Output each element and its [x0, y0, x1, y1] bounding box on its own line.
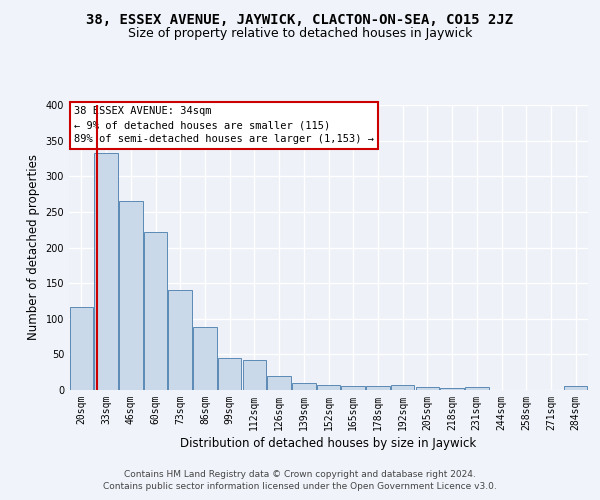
Bar	[94, 154, 118, 390]
Bar	[366, 386, 389, 390]
Bar	[268, 376, 291, 390]
Bar	[341, 386, 365, 390]
Bar	[391, 385, 415, 390]
Bar	[119, 201, 143, 390]
Bar	[317, 385, 340, 390]
Bar	[465, 387, 488, 390]
Bar	[242, 360, 266, 390]
Text: Contains HM Land Registry data © Crown copyright and database right 2024.
Contai: Contains HM Land Registry data © Crown c…	[103, 470, 497, 491]
X-axis label: Distribution of detached houses by size in Jaywick: Distribution of detached houses by size …	[181, 437, 476, 450]
Text: 38, ESSEX AVENUE, JAYWICK, CLACTON-ON-SEA, CO15 2JZ: 38, ESSEX AVENUE, JAYWICK, CLACTON-ON-SE…	[86, 12, 514, 26]
Bar	[440, 388, 464, 390]
Y-axis label: Number of detached properties: Number of detached properties	[27, 154, 40, 340]
Bar	[218, 358, 241, 390]
Bar	[416, 387, 439, 390]
Text: Size of property relative to detached houses in Jaywick: Size of property relative to detached ho…	[128, 28, 472, 40]
Bar	[193, 326, 217, 390]
Bar	[144, 232, 167, 390]
Bar	[169, 290, 192, 390]
Bar	[292, 383, 316, 390]
Bar	[70, 306, 93, 390]
Bar	[564, 386, 587, 390]
Text: 38 ESSEX AVENUE: 34sqm
← 9% of detached houses are smaller (115)
89% of semi-det: 38 ESSEX AVENUE: 34sqm ← 9% of detached …	[74, 106, 374, 144]
